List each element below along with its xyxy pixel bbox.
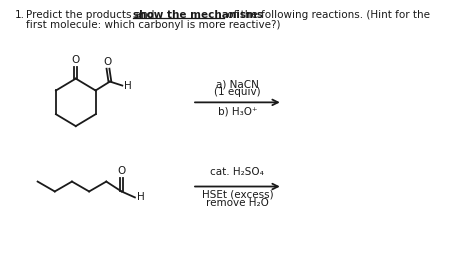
Text: b) H₃O⁺: b) H₃O⁺ (218, 106, 257, 116)
Text: O: O (118, 166, 126, 176)
Text: Predict the products and: Predict the products and (26, 10, 158, 20)
Text: cat. H₂SO₄: cat. H₂SO₄ (210, 166, 264, 177)
Text: (1 equiv): (1 equiv) (214, 88, 261, 98)
Text: show the mechanisms: show the mechanisms (133, 10, 263, 20)
Text: of the following reactions. (Hint for the: of the following reactions. (Hint for th… (224, 10, 429, 20)
Text: remove H₂O: remove H₂O (206, 198, 269, 208)
Text: first molecule: which carbonyl is more reactive?): first molecule: which carbonyl is more r… (26, 20, 281, 30)
Text: O: O (104, 57, 112, 67)
Text: a) NaCN: a) NaCN (216, 79, 259, 89)
Text: 1.: 1. (15, 10, 25, 20)
Text: HSEt (excess): HSEt (excess) (201, 189, 273, 199)
Text: O: O (72, 55, 80, 65)
Text: H: H (124, 81, 132, 91)
Text: H: H (137, 193, 145, 202)
